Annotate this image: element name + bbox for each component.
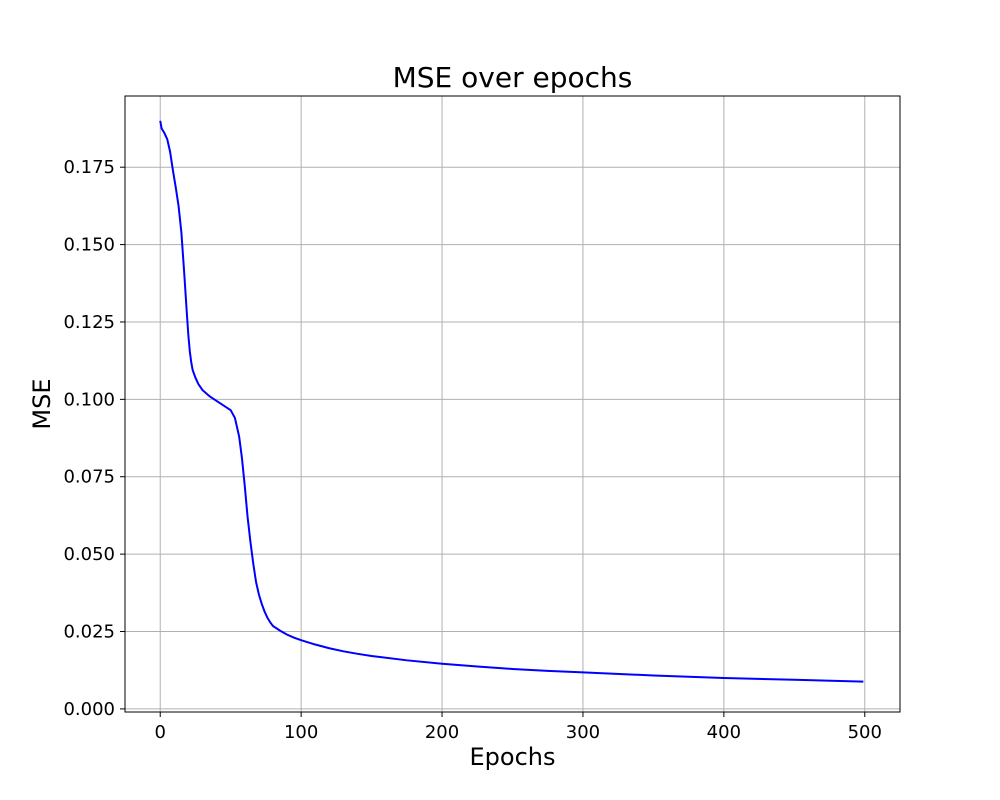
x-tick-label: 100 [284,722,318,743]
x-tick-label: 400 [707,722,741,743]
x-axis-title: Epochs [470,743,556,771]
chart-title: MSE over epochs [393,61,633,94]
x-tick-label: 0 [155,722,166,743]
y-tick-label: 0.100 [63,389,115,410]
x-tick-label: 200 [425,722,459,743]
plot-area-frame [124,95,901,713]
x-tick-label: 300 [566,722,600,743]
grid-lines [125,96,900,712]
y-tick-label: 0.150 [63,235,115,256]
y-tick-label: 0.025 [63,622,115,643]
axis-ticks: 0 100 200 300 400 500 0.000 0.025 0.050 0.075 0.10… [63,157,881,743]
y-tick-label: 0.000 [63,699,115,720]
y-axis-title: MSE [28,378,56,429]
mse-series-line [159,120,864,683]
y-tick-label: 0.075 [63,467,115,488]
x-tick-label: 500 [848,722,882,743]
y-tick-label: 0.175 [63,157,115,178]
y-tick-label: 0.125 [63,312,115,333]
y-tick-label: 0.050 [63,544,115,565]
